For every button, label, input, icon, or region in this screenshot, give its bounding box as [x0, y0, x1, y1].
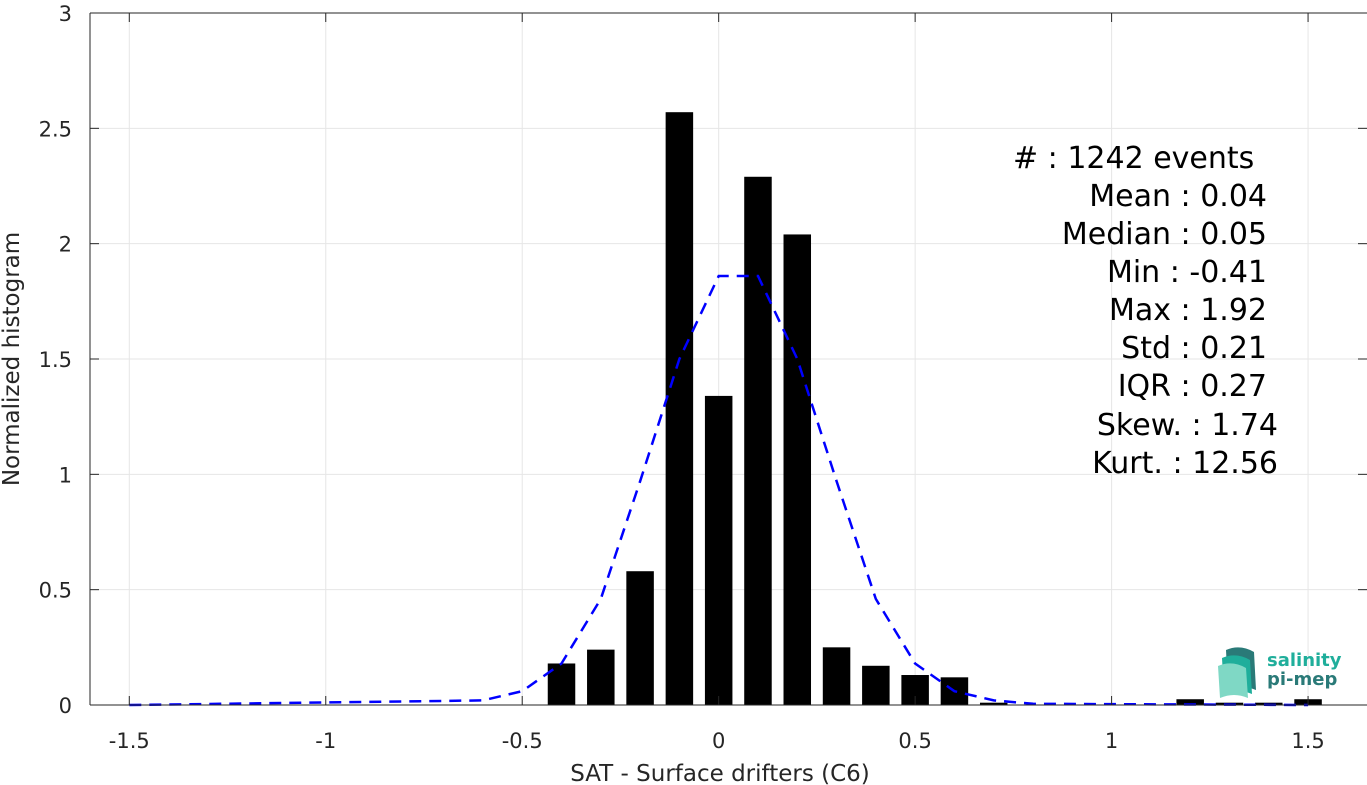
- axes: [89, 12, 1367, 706]
- x-tick-label: 1.5: [1291, 729, 1324, 753]
- stats-count: # : 1242 events: [1013, 141, 1254, 176]
- histogram-bar: [1176, 699, 1204, 705]
- x-tick-label: -1: [315, 729, 336, 753]
- stats-mean: Mean : 0.04: [1089, 179, 1267, 214]
- stats-iqr: IQR : 0.27: [1118, 369, 1267, 404]
- x-axis-label: SAT - Surface drifters (C6): [570, 761, 870, 785]
- stats-max: Max : 1.92: [1109, 293, 1267, 328]
- stats-box: # : 1242 events Mean : 0.04 Median : 0.0…: [1013, 141, 1278, 481]
- stats-kurt: Kurt. : 12.56: [1092, 446, 1278, 481]
- y-tick-label: 1: [59, 463, 72, 487]
- y-tick-labels: 0 0.5 1 1.5 2 2.5 3: [39, 2, 72, 718]
- histogram-bar: [862, 665, 890, 705]
- y-tick-label: 0: [59, 694, 72, 718]
- y-tick-label: 0.5: [39, 579, 72, 603]
- wave-logo-icon: [1218, 647, 1256, 698]
- histogram-bar: [704, 395, 733, 705]
- stats-std: Std : 0.21: [1121, 331, 1267, 366]
- x-tick-label: 0.5: [898, 729, 931, 753]
- histogram-bar: [626, 571, 654, 705]
- y-tick-label: 2: [59, 233, 72, 257]
- logo-text-pi-mep: pi-mep: [1267, 669, 1337, 690]
- x-tick-label: -1.5: [109, 729, 150, 753]
- x-tick-label: 0: [712, 729, 725, 753]
- y-tick-label: 2.5: [39, 117, 72, 141]
- logo-text-salinity: salinity: [1267, 650, 1342, 671]
- y-axis-label: Normalized histogram: [0, 232, 25, 486]
- histogram-bar: [979, 702, 1008, 705]
- y-tick-label: 3: [59, 2, 72, 26]
- x-tick-label: -0.5: [502, 729, 543, 753]
- stats-skew: Skew. : 1.74: [1097, 408, 1278, 443]
- histogram-bar: [744, 176, 772, 706]
- stats-min: Min : -0.41: [1107, 255, 1267, 290]
- x-tick-label: 1: [1105, 729, 1118, 753]
- histogram-bar: [587, 649, 615, 705]
- normal-fit-curve: [129, 274, 1309, 707]
- stats-median: Median : 0.05: [1062, 217, 1267, 252]
- histogram-bar: [822, 647, 851, 705]
- x-tick-labels: -1.5 -1 -0.5 0 0.5 1 1.5: [109, 729, 1325, 753]
- histogram-bar: [665, 112, 694, 706]
- histogram-bar: [783, 234, 812, 705]
- y-tick-label: 1.5: [39, 348, 72, 372]
- salinity-pi-mep-logo: salinity pi-mep: [1218, 647, 1342, 698]
- histogram-bars: [547, 112, 1322, 706]
